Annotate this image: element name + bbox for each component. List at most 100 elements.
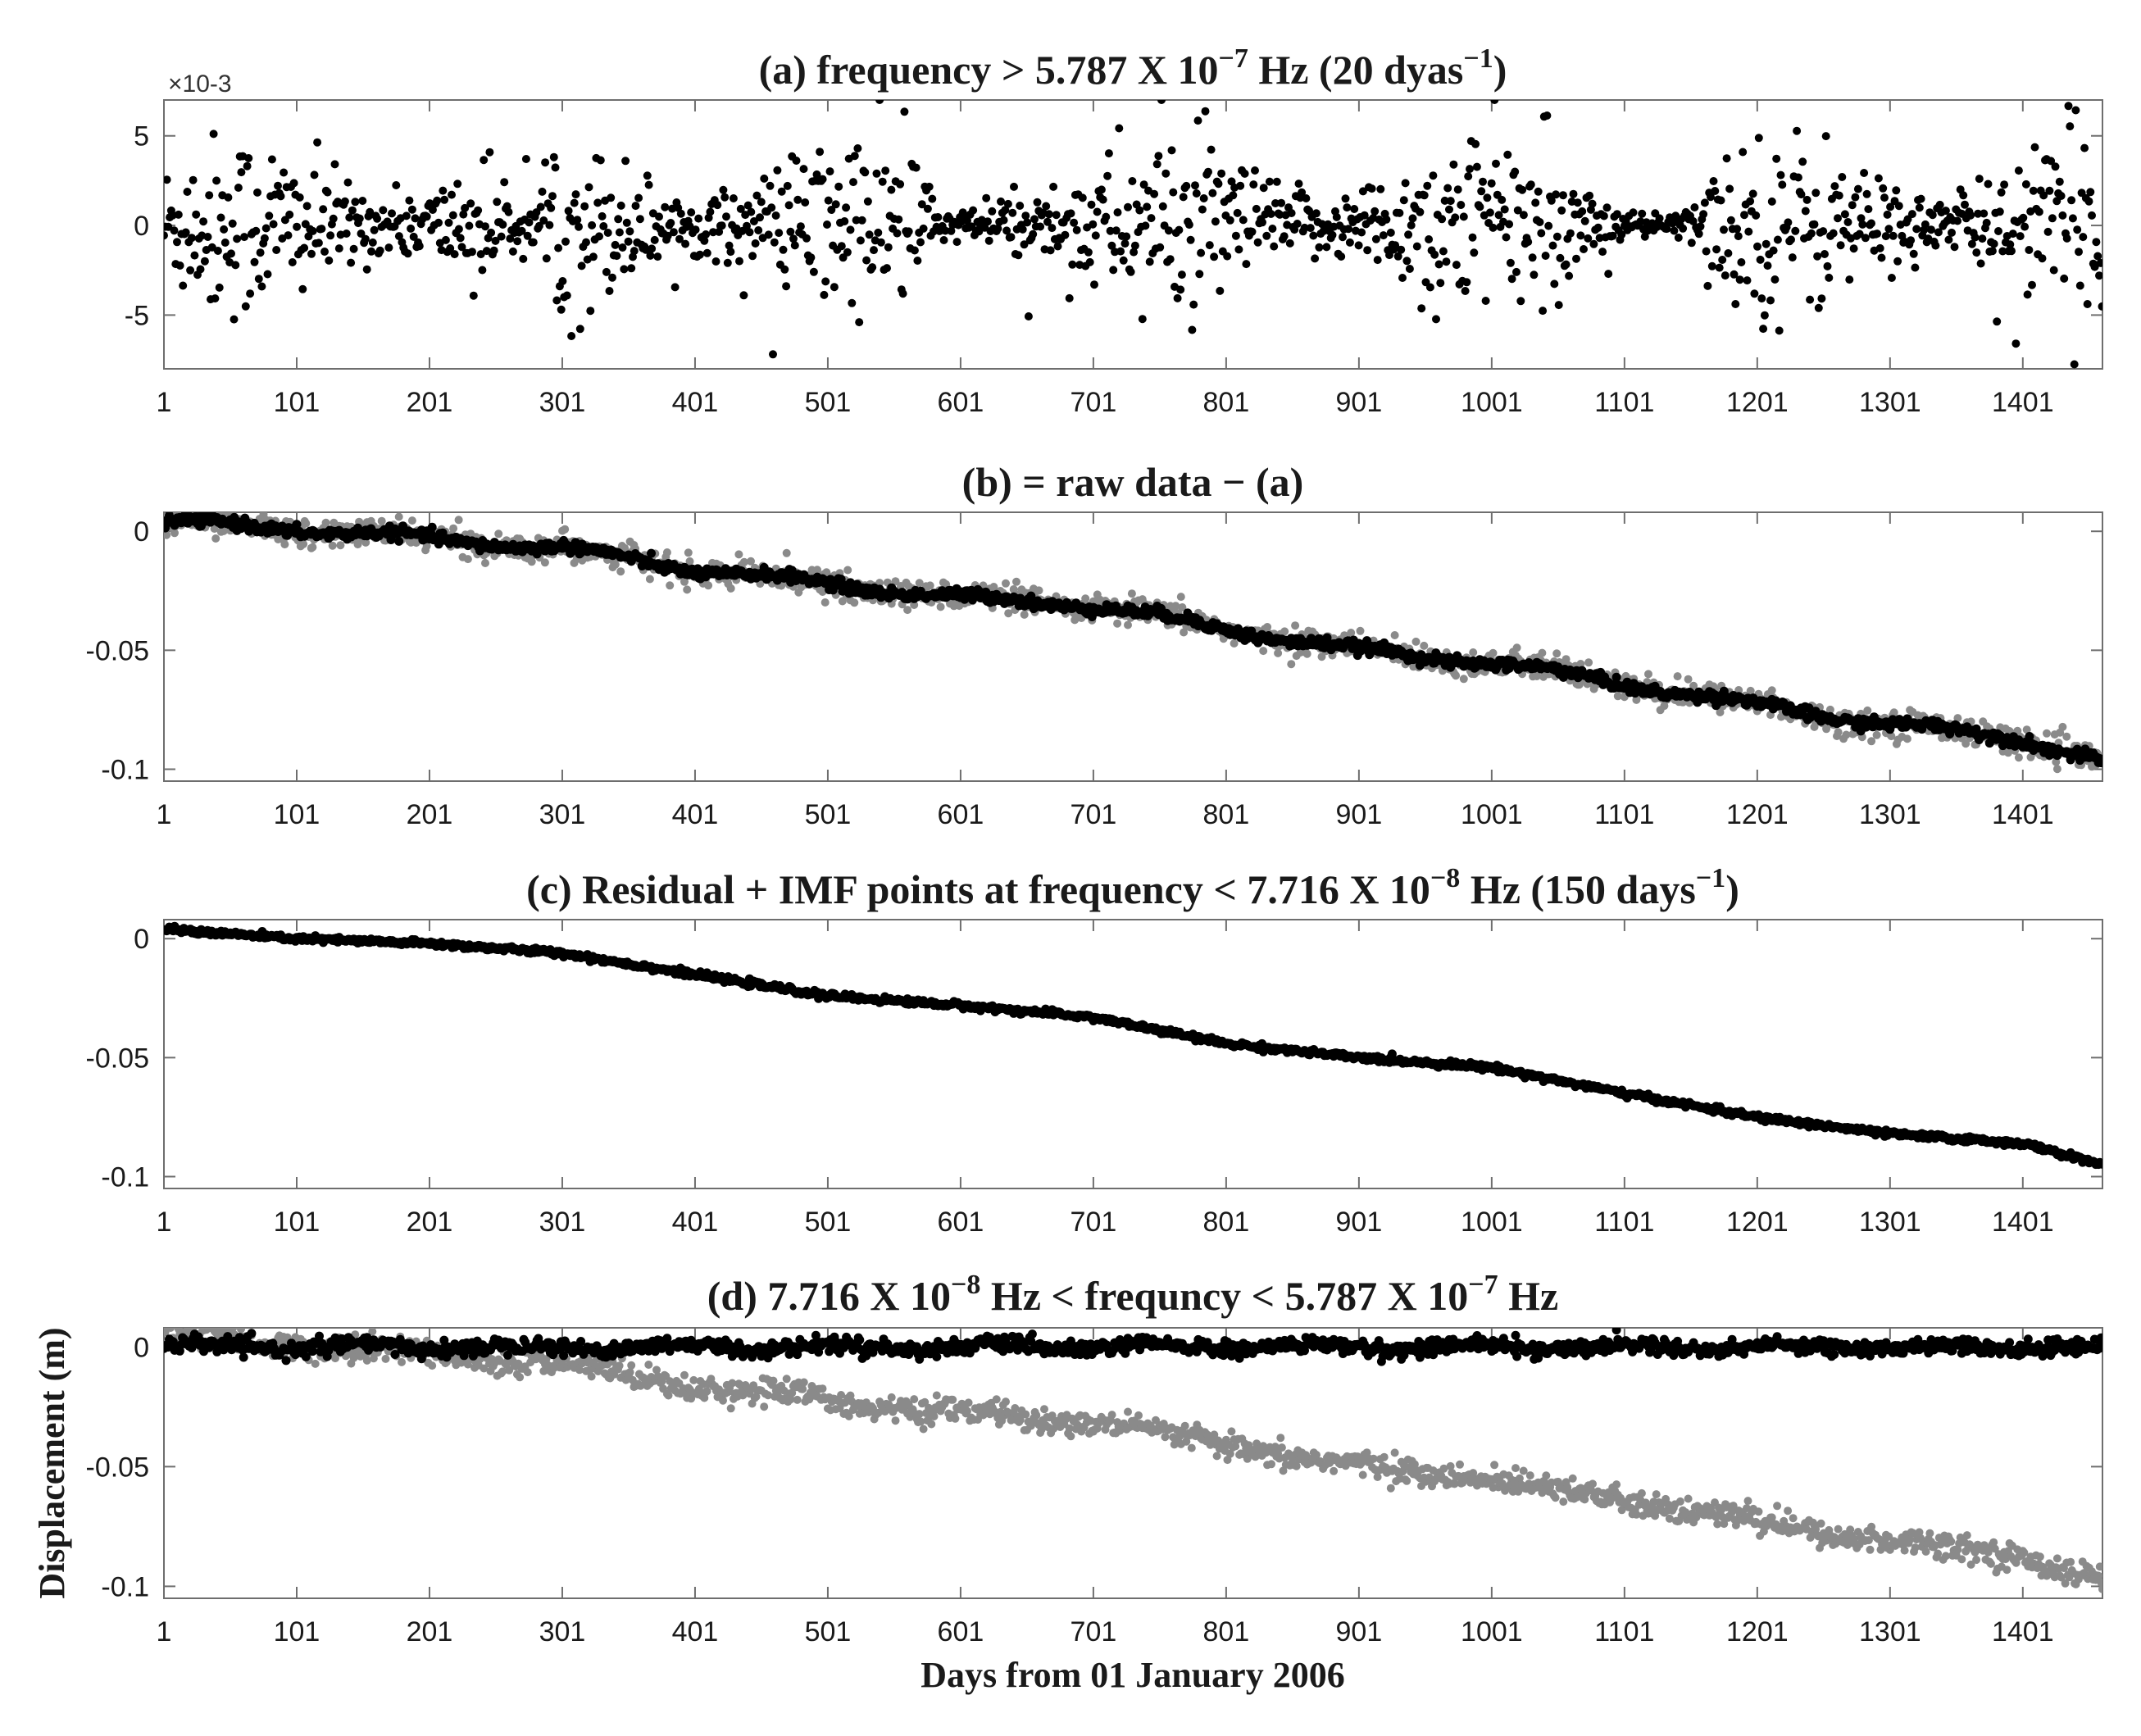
data-point xyxy=(1598,248,1607,257)
data-point xyxy=(200,257,209,266)
data-point xyxy=(334,244,343,253)
data-point xyxy=(602,267,611,276)
data-point xyxy=(1407,220,1416,229)
data-point xyxy=(1580,245,1588,253)
data-point xyxy=(299,539,308,548)
x-tick-label: 1101 xyxy=(1594,799,1654,830)
data-point xyxy=(164,175,171,184)
data-point xyxy=(745,228,754,237)
data-point xyxy=(1730,270,1739,279)
data-point xyxy=(213,247,222,255)
data-point xyxy=(1941,207,1950,216)
data-point xyxy=(1771,275,1780,284)
data-point xyxy=(1994,227,2002,235)
data-point xyxy=(252,226,261,235)
data-point xyxy=(928,194,937,203)
data-point xyxy=(2048,214,2057,223)
data-point xyxy=(631,202,640,211)
data-point xyxy=(646,251,655,260)
data-point xyxy=(2011,339,2021,348)
data-point xyxy=(783,181,792,190)
data-point xyxy=(1912,225,1921,234)
data-point xyxy=(870,246,878,255)
data-point xyxy=(650,235,659,244)
data-point xyxy=(675,234,684,243)
data-point xyxy=(1311,209,1321,218)
data-point xyxy=(887,185,896,194)
x-tick-label: 1001 xyxy=(1461,799,1523,830)
data-point xyxy=(361,234,370,243)
data-point xyxy=(409,232,418,241)
data-point xyxy=(752,191,761,200)
data-point xyxy=(1746,686,1755,695)
data-point xyxy=(285,210,294,219)
data-point xyxy=(567,332,576,340)
data-point xyxy=(2052,757,2061,766)
data-point xyxy=(577,261,586,270)
data-point xyxy=(494,529,503,539)
data-point xyxy=(1234,245,1243,254)
data-point xyxy=(910,601,919,609)
data-point xyxy=(747,207,756,216)
data-point xyxy=(2014,166,2023,175)
data-point xyxy=(1103,171,1112,180)
data-point xyxy=(1972,248,1981,257)
data-point xyxy=(1778,180,1787,189)
data-point xyxy=(952,238,961,247)
data-point xyxy=(749,217,758,225)
data-point xyxy=(790,241,799,250)
x-tick-label: 1101 xyxy=(1594,1207,1654,1238)
data-point xyxy=(1445,205,1453,214)
data-point xyxy=(612,252,621,261)
data-point xyxy=(1291,621,1300,630)
data-point xyxy=(1883,210,1892,219)
data-point xyxy=(1425,235,1434,243)
data-point xyxy=(1503,150,1512,159)
data-point xyxy=(726,248,735,257)
x-tick-label: 301 xyxy=(539,1207,586,1238)
data-point xyxy=(663,231,672,240)
x-tick-label: 1301 xyxy=(1859,387,1921,418)
data-point xyxy=(1029,229,1038,239)
data-point xyxy=(1470,248,1479,257)
data-point xyxy=(1978,234,1987,243)
data-point xyxy=(1097,185,1106,194)
x-tick-label: 1401 xyxy=(1992,387,2054,418)
data-point xyxy=(1315,243,1324,252)
data-point xyxy=(1401,179,1410,188)
data-point xyxy=(230,315,239,324)
data-point xyxy=(1806,295,1815,304)
data-point xyxy=(1531,198,1540,207)
data-point xyxy=(1204,167,1212,176)
panel-a: (a) frequency > 5.787 X 10−7 Hz (20 dyas… xyxy=(125,43,2103,418)
data-point xyxy=(881,166,890,175)
data-point xyxy=(1848,201,1857,210)
data-point xyxy=(1451,213,1460,222)
data-point xyxy=(884,243,893,252)
data-point xyxy=(1599,211,1608,220)
data-point xyxy=(939,236,948,244)
data-point xyxy=(1801,207,1810,216)
data-point xyxy=(723,258,732,267)
data-point xyxy=(706,207,715,216)
data-point xyxy=(789,234,798,243)
data-point xyxy=(1784,218,1793,227)
data-point xyxy=(1550,279,1559,289)
data-point xyxy=(1743,276,1752,285)
data-point xyxy=(1561,260,1571,269)
data-point xyxy=(1699,210,1708,219)
data-point xyxy=(2075,248,2083,257)
data-point xyxy=(1793,173,1802,182)
data-point xyxy=(427,522,437,532)
x-tick-label: 501 xyxy=(805,799,852,830)
data-point xyxy=(1251,166,1259,175)
y-tick-label: 0 xyxy=(134,924,149,955)
data-point xyxy=(1889,708,1898,717)
data-point xyxy=(1552,649,1561,658)
data-point xyxy=(896,180,905,189)
data-point xyxy=(1119,256,1128,265)
data-point xyxy=(1115,124,1124,133)
data-point xyxy=(1810,220,1819,229)
data-point xyxy=(1944,235,1953,244)
x-tick-label: 801 xyxy=(1203,387,1250,418)
